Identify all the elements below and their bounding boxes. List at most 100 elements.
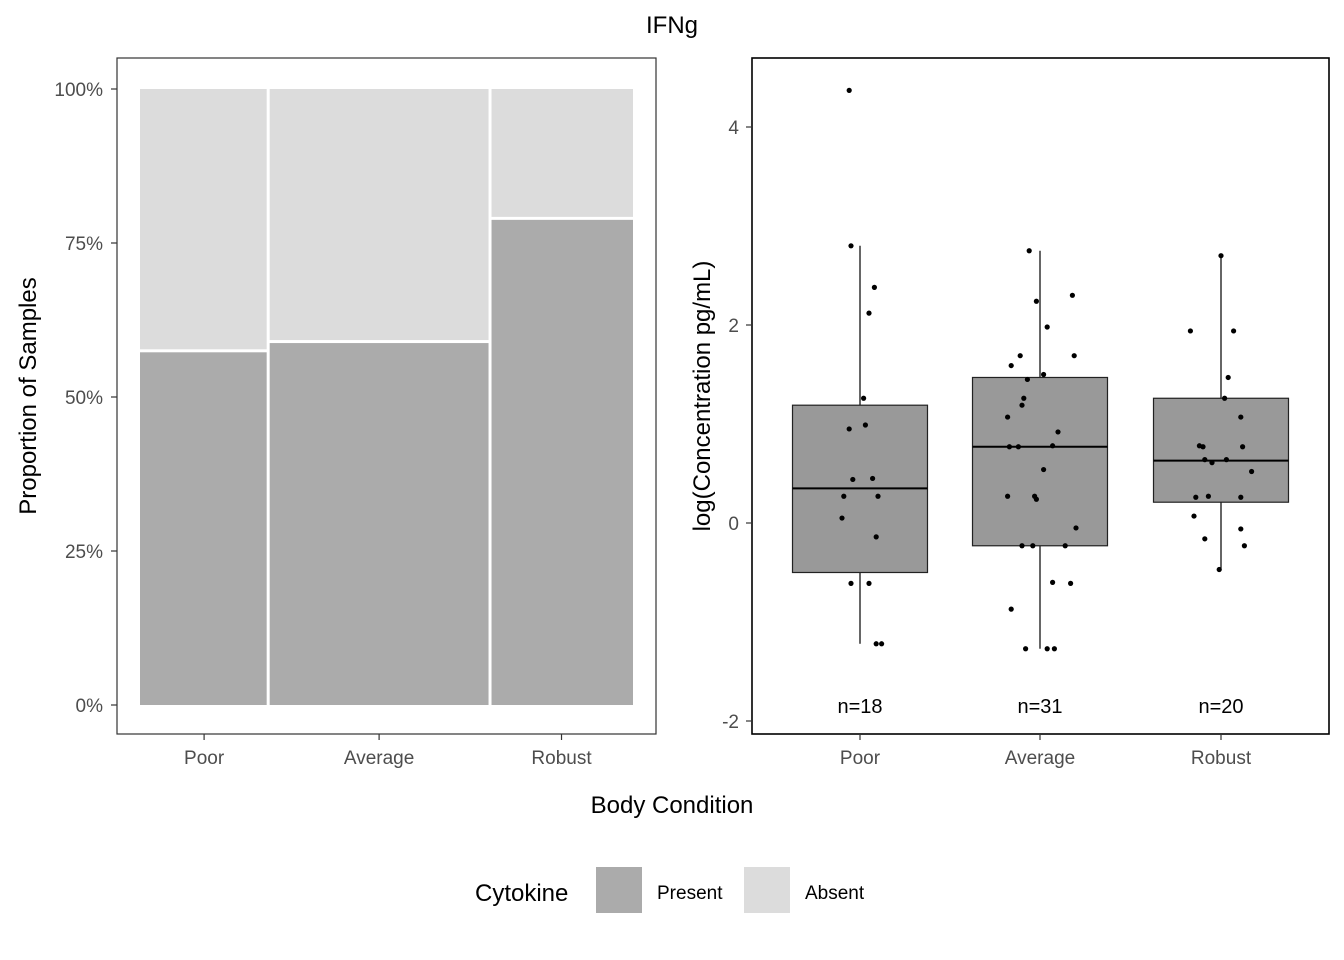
data-point <box>1024 376 1030 383</box>
data-point <box>839 515 845 521</box>
box-poor: n=18 <box>791 87 929 718</box>
chart-title: IFNg <box>646 12 698 39</box>
data-point <box>1225 374 1231 381</box>
mosaic-bar-average-absent <box>269 89 489 341</box>
y-tick-label: 75% <box>65 234 103 255</box>
data-point <box>1223 457 1229 463</box>
data-point <box>850 476 856 483</box>
mosaic-bar-robust-present <box>491 219 633 706</box>
mosaic-bar-poor-present <box>140 352 267 705</box>
data-point <box>1062 543 1068 549</box>
data-point <box>1231 328 1237 334</box>
data-point <box>873 641 879 647</box>
x-tick-label: Robust <box>1191 748 1252 769</box>
data-point <box>873 534 879 540</box>
data-point <box>866 310 872 316</box>
data-point <box>1202 457 1208 463</box>
data-point <box>848 243 854 249</box>
x-tick-label: Poor <box>840 748 881 769</box>
data-point <box>1191 513 1197 519</box>
data-point <box>871 284 878 290</box>
data-point <box>1209 460 1215 466</box>
data-point <box>1055 429 1061 435</box>
y-tick-label: 2 <box>728 316 739 337</box>
data-point <box>1041 371 1047 378</box>
legend-title: Cytokine <box>475 880 568 907</box>
boxplot-boxes: n=18 n=31 n=20 <box>791 87 1290 718</box>
mosaic-panel: 0% 25% 50% 75% 100% Poor Average Robust Propor… <box>15 57 657 769</box>
data-point <box>1238 414 1244 420</box>
data-point <box>1205 493 1211 499</box>
data-point <box>879 641 885 647</box>
data-point <box>1187 328 1193 334</box>
box-iqr <box>971 376 1109 547</box>
data-point <box>1006 444 1013 450</box>
data-point <box>1023 646 1029 652</box>
data-point <box>1249 468 1255 475</box>
data-point <box>1021 395 1027 401</box>
boxplot-y-axis: -2 0 2 4 <box>722 118 752 733</box>
mosaic-bar-average-present <box>269 343 489 705</box>
data-point <box>846 87 852 93</box>
legend: Cytokine Present Absent <box>475 867 865 913</box>
data-point <box>1073 525 1079 531</box>
data-point <box>1068 580 1074 586</box>
data-point <box>1050 579 1056 586</box>
data-point <box>1015 444 1022 450</box>
y-tick-label: 0 <box>728 514 739 535</box>
data-point <box>861 395 867 401</box>
data-point <box>1071 353 1077 359</box>
y-tick-label: 0% <box>76 696 104 717</box>
data-point <box>1222 395 1228 401</box>
data-point <box>1240 444 1246 450</box>
box-average: n=31 <box>971 248 1109 718</box>
mosaic-bars <box>140 89 633 706</box>
y-tick-label: 4 <box>728 118 739 139</box>
data-point <box>1218 253 1224 259</box>
mosaic-bar-robust-absent <box>491 89 633 217</box>
data-point <box>1008 606 1014 612</box>
data-point <box>1041 466 1047 473</box>
data-point <box>1017 353 1023 359</box>
mosaic-x-axis: Poor Average Robust <box>184 734 592 769</box>
x-tick-label: Average <box>344 748 414 769</box>
mosaic-panel-border <box>116 57 657 735</box>
legend-label-absent: Absent <box>805 883 865 904</box>
data-point <box>1033 496 1039 502</box>
data-point <box>1200 444 1206 450</box>
data-point <box>1030 543 1036 549</box>
y-tick-label: 100% <box>54 80 103 101</box>
box-robust: n=20 <box>1152 253 1290 718</box>
data-point <box>1019 402 1025 408</box>
boxplot-y-axis-title: log(Concentration pg/mL) <box>689 261 716 532</box>
data-point <box>1033 298 1039 304</box>
boxplot-panel: n=18 n=31 n=20 -2 0 2 4 Poor Average Robust log… <box>689 57 1330 769</box>
data-point <box>875 493 881 499</box>
data-point <box>1005 414 1011 420</box>
n-label: n=20 <box>1198 696 1243 718</box>
box-iqr <box>1152 397 1290 503</box>
x-tick-label: Average <box>1005 748 1075 769</box>
data-point <box>848 580 854 586</box>
mosaic-bar-poor-absent <box>140 89 267 350</box>
data-point <box>1069 292 1075 298</box>
data-point <box>1202 536 1208 542</box>
data-point <box>1051 646 1057 652</box>
data-point <box>1019 543 1025 549</box>
data-point <box>862 422 869 428</box>
data-point <box>1241 543 1247 549</box>
data-point <box>1008 362 1014 369</box>
y-tick-label: 50% <box>65 388 103 409</box>
data-point <box>1238 494 1244 500</box>
boxplot-x-axis: Poor Average Robust <box>840 734 1252 769</box>
y-tick-label: 25% <box>65 542 103 563</box>
data-point <box>1216 566 1222 573</box>
data-point <box>1026 248 1032 254</box>
data-point <box>870 475 876 482</box>
legend-swatch-absent <box>744 867 790 913</box>
data-point <box>1050 443 1056 449</box>
n-label: n=31 <box>1017 696 1062 718</box>
mosaic-y-axis: 0% 25% 50% 75% 100% <box>54 80 117 717</box>
